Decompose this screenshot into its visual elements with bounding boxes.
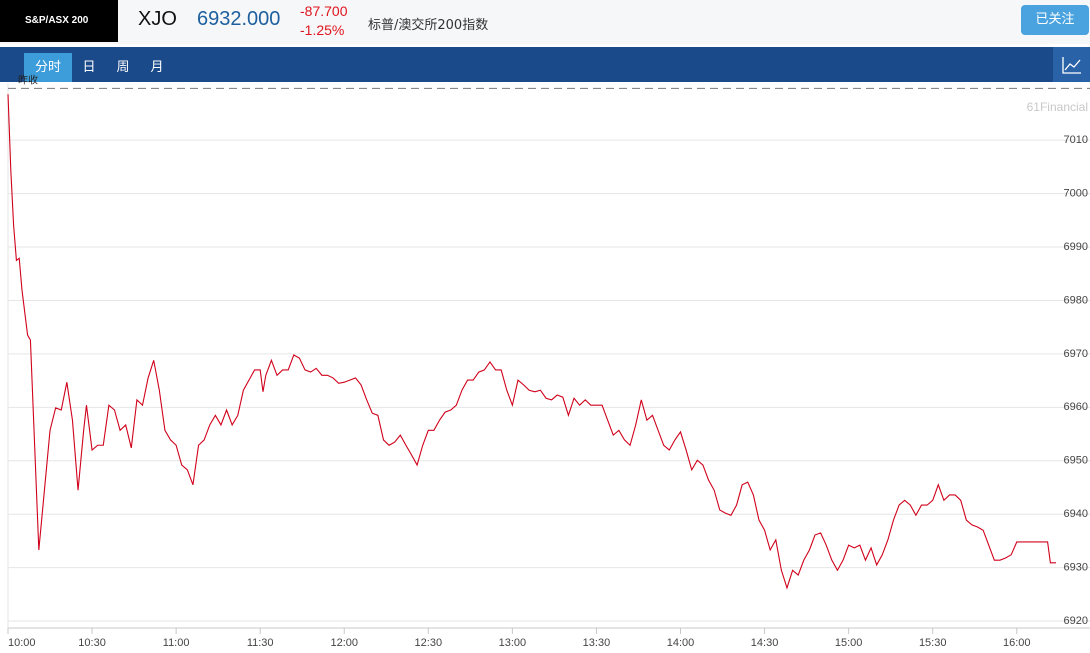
y-tick-label: 7000 bbox=[1064, 188, 1088, 200]
x-tick-label: 13:00 bbox=[499, 637, 527, 649]
y-tick-label: 6940 bbox=[1064, 508, 1088, 520]
price-line bbox=[7, 94, 1056, 590]
y-tick-label: 6950 bbox=[1064, 455, 1088, 467]
tab[interactable]: 分时 bbox=[24, 53, 72, 82]
follow-button[interactable]: 已关注 bbox=[1021, 5, 1089, 35]
index-name: 标普/澳交所200指数 bbox=[368, 18, 489, 33]
y-tick-label: 6980 bbox=[1064, 294, 1088, 306]
x-tick-label: 10:30 bbox=[78, 637, 106, 649]
x-tick-label: 15:00 bbox=[835, 637, 863, 649]
y-tick-label: 6990 bbox=[1064, 241, 1088, 253]
y-tick-label: 6960 bbox=[1064, 401, 1088, 413]
tab[interactable]: 周 bbox=[116, 60, 130, 75]
y-tick-label: 6920 bbox=[1064, 615, 1088, 627]
x-tick-label: 16:00 bbox=[1003, 637, 1031, 649]
y-tick-label: 7010 bbox=[1064, 134, 1088, 146]
x-tick-label: 10:00 bbox=[8, 637, 36, 649]
x-tick-label: 11:30 bbox=[247, 637, 274, 649]
price: 6932.000 bbox=[197, 8, 281, 30]
tab[interactable]: 日 bbox=[82, 60, 96, 75]
x-tick-label: 11:00 bbox=[163, 637, 190, 649]
symbol: XJO bbox=[138, 8, 177, 30]
index-badge: S&P/ASX 200 bbox=[0, 0, 118, 42]
x-tick-label: 13:30 bbox=[583, 637, 611, 649]
watermark: 61Financial bbox=[1027, 100, 1088, 114]
x-tick-label: 14:00 bbox=[667, 637, 695, 649]
tab-bar: 分时 日 周 月 bbox=[0, 47, 1090, 82]
header: S&P/ASX 200 XJO 6932.000 -87.700 -1.25% … bbox=[0, 0, 1090, 44]
x-tick-label: 12:30 bbox=[415, 637, 443, 649]
tab[interactable]: 月 bbox=[150, 60, 164, 75]
x-tick-label: 14:30 bbox=[751, 637, 779, 649]
y-tick-label: 6930 bbox=[1064, 562, 1088, 574]
y-tick-label: 6970 bbox=[1064, 348, 1088, 360]
change-percent: -1.25% bbox=[300, 22, 345, 38]
change: -87.700 bbox=[300, 3, 348, 19]
x-tick-label: 12:00 bbox=[330, 637, 358, 649]
x-tick-label: 15:30 bbox=[919, 637, 947, 649]
chart-type-button[interactable] bbox=[1053, 47, 1090, 82]
chart-icon bbox=[1062, 57, 1081, 74]
